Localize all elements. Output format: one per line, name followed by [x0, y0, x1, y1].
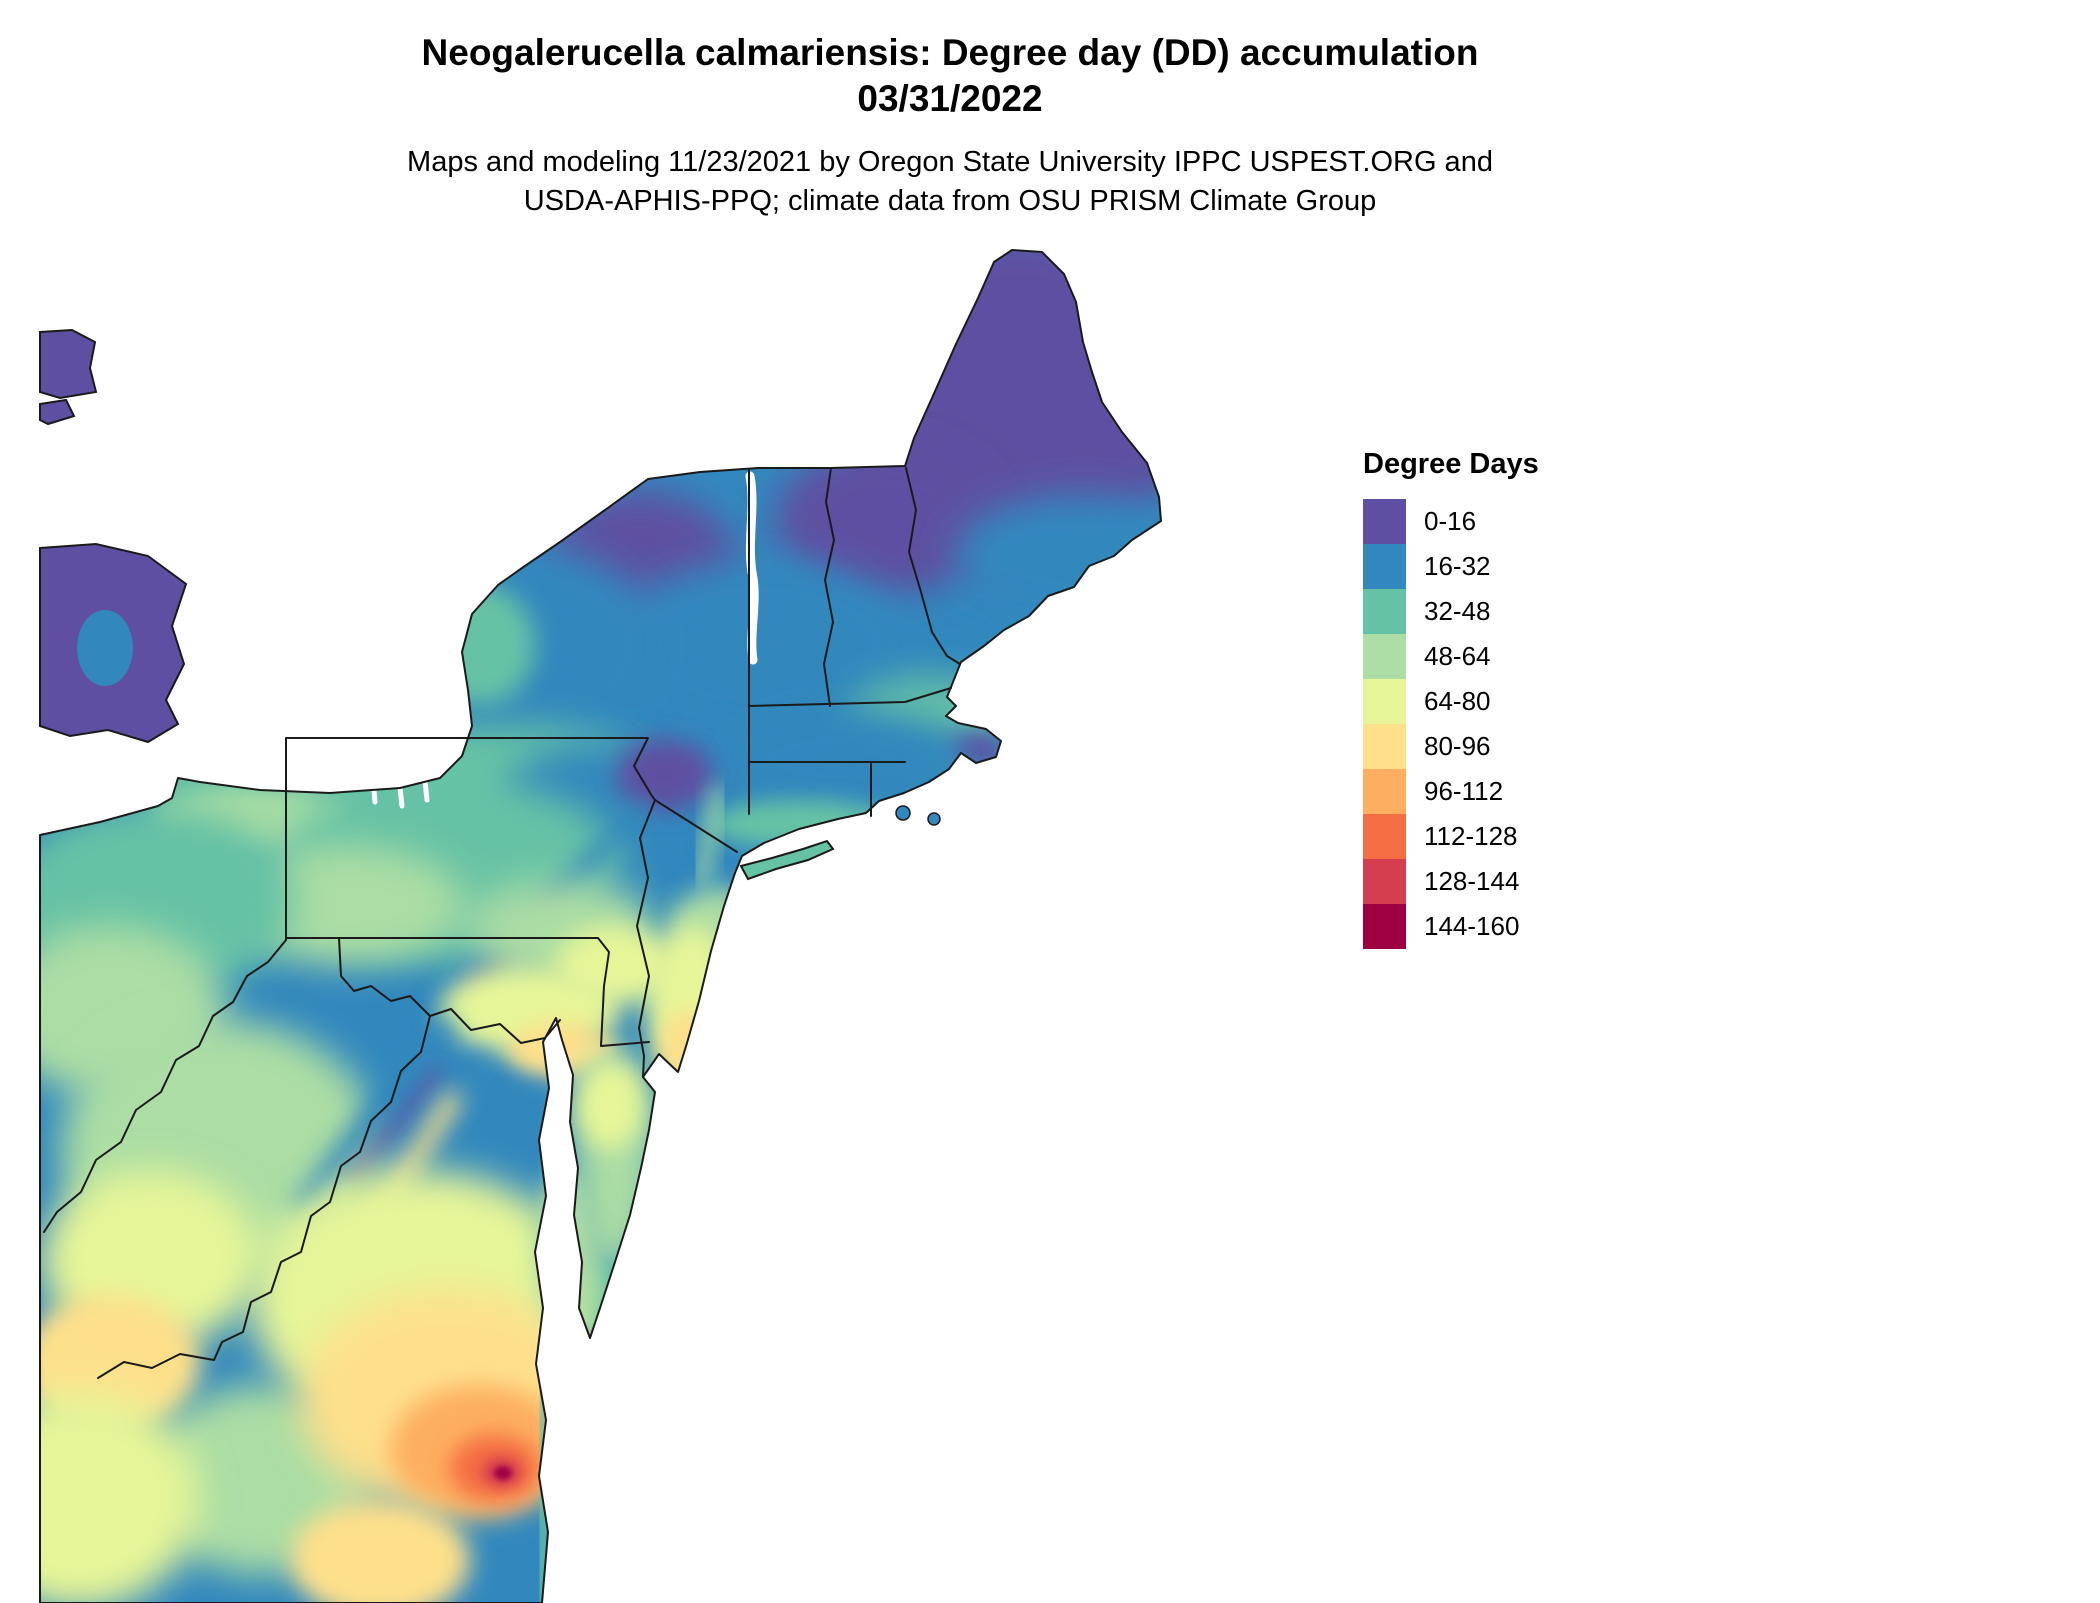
legend-row: 16-32 [1363, 544, 1539, 589]
raster-appalachian-ridge-purple [347, 1067, 443, 1185]
legend-row: 48-64 [1363, 634, 1539, 679]
legend-label: 64-80 [1424, 686, 1491, 716]
legend-swatch [1363, 544, 1406, 589]
raster-delmarva-tip-teal [568, 1260, 628, 1340]
legend-swatch [1363, 499, 1406, 544]
legend-label: 96-112 [1424, 776, 1504, 806]
legend-row: 0-16 [1363, 499, 1539, 544]
map-subtitle-line2: USDA-APHIS-PPQ; climate data from OSU PR… [523, 184, 1377, 217]
raster-western-shore-green [535, 1170, 595, 1330]
state-borders-new-england [748, 467, 961, 817]
legend-row: 112-128 [1363, 814, 1539, 859]
legend-swatch [1363, 634, 1406, 679]
lake-champlain [745, 471, 759, 665]
state-borders-appalachia [43, 937, 561, 1379]
legend-row: 96-112 [1363, 769, 1539, 814]
long-island [739, 839, 835, 881]
canada-patch-blue-area [77, 610, 133, 686]
legend-label: 16-32 [1424, 551, 1491, 581]
raster-watertown-teal [425, 585, 535, 705]
raster-southern-ne-blue [730, 710, 970, 806]
legend-row: 144-160 [1363, 904, 1539, 949]
legend-label: 0-16 [1424, 506, 1477, 536]
legend-swatch [1363, 904, 1406, 949]
legend-label: 112-128 [1424, 821, 1518, 851]
raster-delmarva-yellow [575, 1060, 645, 1150]
canada-patch-small [39, 398, 76, 426]
legend-row: 32-48 [1363, 589, 1539, 634]
legend: Degree Days 0-16 16-32 32-48 48-64 64-80… [1363, 448, 1539, 949]
map-title-line1: Neogalerucella calmariensis: Degree day … [421, 32, 1479, 73]
legend-title: Degree Days [1363, 448, 1539, 480]
legend-swatch [1363, 814, 1406, 859]
legend-label: 48-64 [1424, 641, 1491, 671]
raster-south-va-yellow [290, 1500, 470, 1603]
nantucket-island [927, 812, 941, 826]
legend-row: 80-96 [1363, 724, 1539, 769]
state-borders-mid-atlantic [285, 737, 738, 1078]
legend-swatch [1363, 769, 1406, 814]
legend-swatch [1363, 679, 1406, 724]
legend-label: 144-160 [1424, 911, 1520, 941]
legend-swatch [1363, 724, 1406, 769]
raster-bottom-left-yellow [40, 1390, 200, 1603]
legend-swatch [1363, 589, 1406, 634]
marthas-vineyard-island [895, 805, 911, 821]
legend-label: 128-144 [1424, 866, 1520, 896]
raster-maine-coast-blue [955, 495, 1161, 615]
legend-row: 128-144 [1363, 859, 1539, 904]
legend-swatch [1363, 859, 1406, 904]
legend-label: 32-48 [1424, 596, 1491, 626]
map-subtitle: Maps and modeling 11/23/2021 by Oregon S… [0, 143, 1900, 221]
map-subtitle-line1: Maps and modeling 11/23/2021 by Oregon S… [407, 145, 1493, 178]
header: Neogalerucella calmariensis: Degree day … [0, 30, 1900, 221]
raster-va-crimson-core [494, 1466, 512, 1480]
map-title-line2: 03/31/2022 [857, 78, 1043, 120]
degree-day-raster [40, 250, 1161, 1603]
raster-south-nj-yellow [658, 1010, 718, 1094]
raster-ct-coast-teal [710, 800, 890, 848]
raster-vt-nh-blue [610, 560, 910, 730]
legend-row: 64-80 [1363, 679, 1539, 724]
legend-label: 80-96 [1424, 731, 1491, 761]
canada-patch-north [39, 328, 98, 400]
raster-catskills-purple [617, 739, 713, 811]
